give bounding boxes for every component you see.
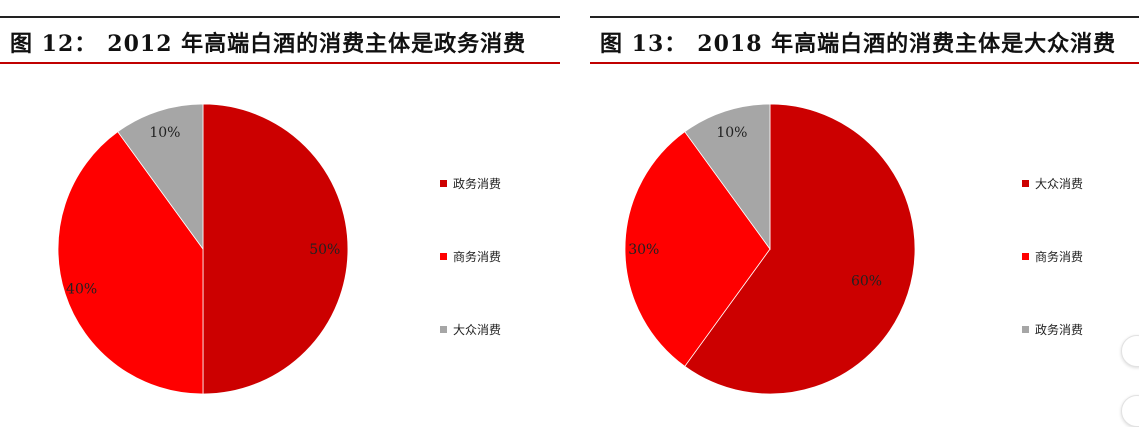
slice-data-label: 10% bbox=[716, 125, 747, 141]
legend-swatch bbox=[440, 253, 447, 260]
legend-label: 大众消费 bbox=[453, 323, 502, 337]
legend-swatch bbox=[1022, 253, 1029, 260]
legend-swatch bbox=[1022, 180, 1029, 187]
figure-13-number: 图 13： bbox=[600, 31, 688, 57]
legend-item: 商务消费 bbox=[1022, 248, 1083, 265]
legend-swatch bbox=[1022, 326, 1029, 333]
legend-item: 商务消费 bbox=[440, 248, 501, 265]
pie-slice bbox=[202, 103, 349, 395]
figure-12-number: 图 12： bbox=[10, 31, 98, 57]
figure-13-title: 2018 年高端白酒的消费主体是大众消费 bbox=[697, 31, 1117, 57]
pie-slice bbox=[57, 131, 204, 395]
figure-12-pie-chart: 50% 40% 10% bbox=[57, 103, 349, 395]
legend-swatch bbox=[440, 180, 447, 187]
legend-swatch bbox=[440, 326, 447, 333]
legend-item: 大众消费 bbox=[1022, 175, 1083, 192]
figure-13-pie-chart: 60% 30% 10% bbox=[624, 103, 916, 395]
slice-data-label: 60% bbox=[851, 273, 882, 289]
slice-data-label: 30% bbox=[628, 242, 659, 258]
legend-item: 政务消费 bbox=[440, 175, 501, 192]
slice-data-label: 50% bbox=[309, 242, 340, 258]
slice-data-label: 10% bbox=[149, 125, 180, 141]
legend-label: 商务消费 bbox=[453, 250, 502, 264]
legend-item: 政务消费 bbox=[1022, 321, 1083, 338]
side-circle-button[interactable] bbox=[1121, 335, 1139, 367]
pie-slice bbox=[684, 103, 771, 251]
legend-item: 大众消费 bbox=[440, 321, 501, 338]
slice-data-label: 40% bbox=[66, 281, 97, 297]
legend-label: 商务消费 bbox=[1035, 250, 1084, 264]
pie-slice bbox=[684, 103, 916, 395]
figure-13-header: 图 13： 2018 年高端白酒的消费主体是大众消费 bbox=[590, 16, 1139, 64]
side-circle-button[interactable] bbox=[1121, 395, 1139, 427]
pie-slice bbox=[624, 131, 771, 367]
pie-slice bbox=[117, 103, 204, 251]
figure-12-title: 2012 年高端白酒的消费主体是政务消费 bbox=[107, 31, 527, 57]
legend-label: 政务消费 bbox=[453, 177, 502, 191]
figure-13: 图 13： 2018 年高端白酒的消费主体是大众消费 60% 30% 10% 大众消费… bbox=[590, 0, 1139, 427]
figure-12: 图 12： 2012 年高端白酒的消费主体是政务消费 50% 40% 10% 政务消费… bbox=[0, 0, 560, 423]
figure-12-header: 图 12： 2012 年高端白酒的消费主体是政务消费 bbox=[0, 16, 560, 64]
legend-label: 政务消费 bbox=[1035, 323, 1084, 337]
legend-label: 大众消费 bbox=[1035, 177, 1084, 191]
